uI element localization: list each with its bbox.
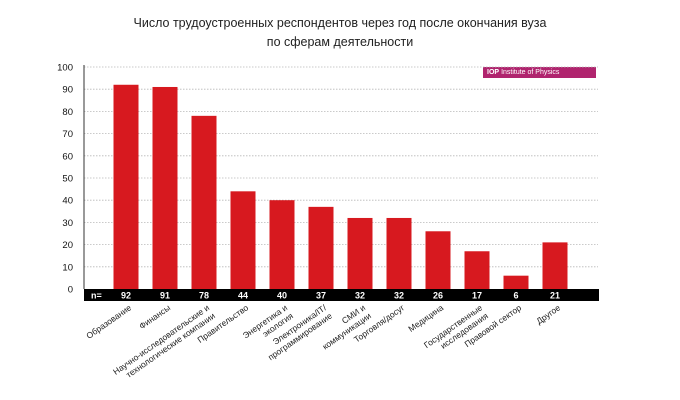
n-band [84, 289, 599, 301]
y-tick-label: 20 [62, 240, 73, 251]
n-value: 17 [472, 291, 482, 301]
category-label: Образование [84, 302, 133, 341]
category-label: Другое [534, 302, 562, 326]
y-tick-label: 80 [62, 107, 73, 118]
category-label-line: Финансы [137, 302, 172, 331]
y-tick-label: 30 [62, 218, 73, 229]
y-tick-label: 40 [62, 196, 73, 207]
n-value: 32 [355, 291, 365, 301]
bar [464, 251, 490, 289]
n-value: 40 [277, 291, 287, 301]
chart-title-line-1: Число трудоустроенных респондентов через… [133, 16, 547, 30]
bar [503, 275, 529, 289]
y-tick-label: 70 [62, 129, 73, 140]
iop-logo-text: Institute of Physics [501, 69, 560, 76]
n-value: 26 [433, 291, 443, 301]
n-value: 91 [160, 291, 170, 301]
chart-title: Число трудоустроенных респондентов через… [0, 14, 680, 52]
n-value: 92 [121, 291, 131, 301]
n-label: n= [91, 291, 102, 301]
bar [113, 84, 139, 289]
y-tick-label: 0 [68, 285, 73, 296]
n-value: 32 [394, 291, 404, 301]
bar [542, 242, 568, 289]
category-label-line: Образование [84, 302, 133, 341]
category-label-line: технологические компании [124, 310, 217, 379]
y-tick-label: 90 [62, 85, 73, 96]
iop-logo-mark: IOP [487, 69, 500, 76]
bar [269, 200, 295, 289]
n-value: 37 [316, 291, 326, 301]
y-tick-label: 10 [62, 262, 73, 273]
chart-title-line-2: по сферам деятельности [266, 35, 414, 49]
bar [425, 231, 451, 289]
bar [308, 206, 334, 289]
bar [152, 86, 178, 289]
category-label-line: Другое [534, 302, 562, 326]
n-value: 6 [513, 291, 518, 301]
n-value: 21 [550, 291, 560, 301]
y-tick-label: 50 [62, 174, 73, 185]
y-tick-label: 100 [57, 63, 73, 74]
n-value: 44 [238, 291, 248, 301]
bar [347, 217, 373, 289]
iop-logo: IOP Institute of Physics [483, 67, 596, 78]
category-label: Финансы [137, 302, 172, 331]
n-value: 78 [199, 291, 209, 301]
bar [191, 115, 217, 289]
bar [230, 191, 256, 289]
y-tick-label: 60 [62, 151, 73, 162]
bar [386, 217, 412, 289]
